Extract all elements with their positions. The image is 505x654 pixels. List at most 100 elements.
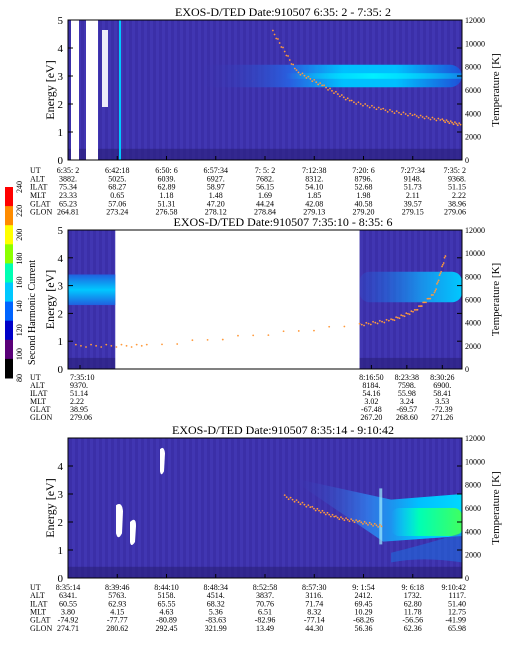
table-cell: 5025. <box>108 174 126 183</box>
y-tick-label: 4 <box>58 43 64 55</box>
table-cell: 7: 5: 2 <box>255 166 275 175</box>
spectrogram <box>68 230 462 369</box>
temperature-point <box>331 513 334 516</box>
y-tick-label: 2 <box>58 308 64 320</box>
table-cell: 1.98 <box>357 191 371 200</box>
table-cell: 268.60 <box>396 413 418 422</box>
table-cell: 1.69 <box>258 191 272 200</box>
table-row-label: GLAT <box>30 616 51 625</box>
temperature-point <box>348 520 351 523</box>
table-cell: 8:16:50 <box>359 373 383 382</box>
temperature-point <box>288 59 291 61</box>
temperature-point <box>369 323 372 326</box>
table-cell: 8:30:26 <box>430 373 454 382</box>
table-cell: 65.23 <box>59 199 77 208</box>
colorbar-segment <box>5 225 13 245</box>
y2-tick-label: 6000 <box>465 504 481 513</box>
temperature-point <box>422 301 425 304</box>
table-cell: 75.34 <box>59 183 77 192</box>
temperature-point <box>324 513 327 516</box>
table-cell: 52.68 <box>355 183 373 192</box>
y2-tick-label: 10000 <box>465 39 485 48</box>
temperature-point <box>319 82 322 85</box>
y2-tick-label: 2000 <box>465 133 481 142</box>
temperature-point <box>426 297 429 300</box>
temperature-point <box>340 94 343 96</box>
table-row-label: ALT <box>30 381 45 390</box>
temperature-point <box>432 294 434 296</box>
table-cell: 278.84 <box>254 208 276 217</box>
y-tick-label: 4 <box>58 461 64 473</box>
temperature-point <box>295 499 298 502</box>
temperature-point <box>252 334 255 337</box>
table-cell: 2.22 <box>452 191 466 200</box>
temperature-point <box>80 344 82 347</box>
temperature-point <box>413 113 416 116</box>
temperature-point <box>370 523 373 526</box>
colorbar-segment <box>5 358 13 379</box>
temperature-point <box>390 318 392 321</box>
table-row-label: ILAT <box>30 389 47 398</box>
temperature-point <box>377 106 380 109</box>
temperature-point <box>85 346 87 348</box>
table-cell: 279.06 <box>444 208 466 217</box>
table-cell: 51.40 <box>448 599 466 608</box>
table-row-label: ALT <box>30 591 45 600</box>
table-cell: 280.62 <box>106 624 128 633</box>
temperature-point <box>433 118 436 120</box>
temperature-point <box>372 320 374 323</box>
temperature-point <box>350 99 353 102</box>
table-row-label: GLON <box>30 208 52 217</box>
y2-tick-label: 8000 <box>465 272 481 281</box>
temperature-point <box>409 112 412 115</box>
temperature-point <box>415 308 418 311</box>
table-cell: 23.33 <box>59 191 77 200</box>
y2-tick-label: 12000 <box>465 16 485 25</box>
table-cell: 60.55 <box>59 599 77 608</box>
temperature-point <box>365 321 368 324</box>
table-cell: 5158. <box>158 591 176 600</box>
plasma-band <box>359 271 462 303</box>
colorbar-segment <box>5 339 13 360</box>
temperature-point <box>402 314 404 317</box>
table-cell: 3.24 <box>400 397 414 406</box>
colorbar-tick: 100 <box>15 348 24 360</box>
temperature-point <box>363 324 365 327</box>
temperature-point <box>237 334 239 337</box>
temperature-point <box>363 520 366 523</box>
table-cell: 70.76 <box>256 599 274 608</box>
temperature-point <box>275 37 278 40</box>
y-tick-label: 3 <box>58 281 64 293</box>
temperature-point <box>423 117 426 120</box>
table-cell: 8:23:38 <box>395 373 419 382</box>
temperature-point <box>295 69 298 72</box>
table-cell: 69.45 <box>355 599 373 608</box>
table-cell: 8:35:14 <box>56 583 80 592</box>
table-cell: 6:42:18 <box>105 166 129 175</box>
temperature-point <box>305 77 308 79</box>
low-energy-feature <box>391 532 462 563</box>
temperature-point <box>292 63 295 66</box>
table-row-label: GLAT <box>30 405 51 414</box>
temperature-point <box>301 72 304 75</box>
temperature-point <box>318 509 320 512</box>
y2-axis-label: Temperature [K] <box>490 53 502 126</box>
temperature-point <box>323 84 325 87</box>
table-cell: 54.10 <box>305 183 323 192</box>
temperature-point <box>452 123 455 126</box>
temperature-point <box>425 115 428 118</box>
table-cell: 62.36 <box>404 624 422 633</box>
temperature-point <box>271 29 274 32</box>
temperature-point <box>323 511 325 514</box>
temperature-point <box>341 517 344 520</box>
temperature-point <box>333 515 336 518</box>
colorbar-tick: 120 <box>15 324 24 336</box>
temperature-point <box>358 519 361 522</box>
temperature-point <box>441 118 444 121</box>
data-gap <box>160 447 165 475</box>
temperature-point <box>329 87 331 90</box>
table-cell: 279.13 <box>303 208 325 217</box>
temperature-point <box>391 110 394 113</box>
temperature-point <box>309 506 312 509</box>
